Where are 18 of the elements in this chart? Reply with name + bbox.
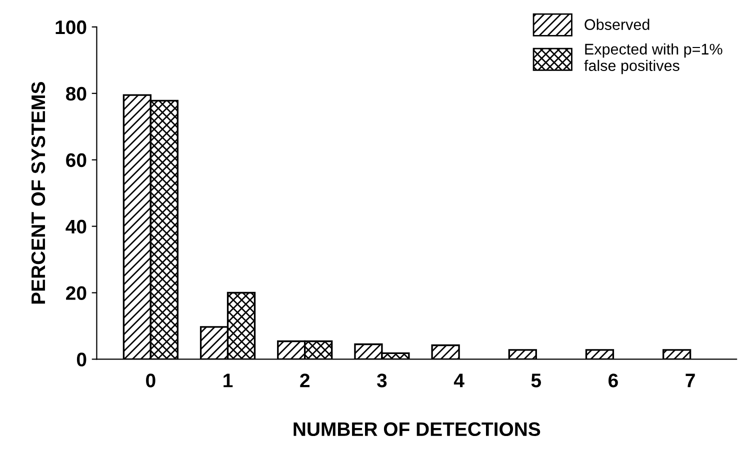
x-axis-title: NUMBER OF DETECTIONS bbox=[294, 422, 540, 436]
y-tick-label: 40 bbox=[66, 220, 86, 234]
x-tick-label: 7 bbox=[686, 374, 695, 388]
y-tick-label: 20 bbox=[66, 286, 86, 300]
legend-label: Observed bbox=[584, 18, 650, 30]
y-tick-label: 0 bbox=[76, 352, 86, 366]
x-tick-label: 2 bbox=[300, 374, 310, 388]
y-tick-label: 100 bbox=[56, 20, 86, 34]
x-tick-label: 4 bbox=[454, 374, 464, 388]
y-tick-label: 80 bbox=[66, 86, 86, 101]
legend-label: Expected with p=1% false positives bbox=[584, 43, 722, 74]
x-tick-label: 6 bbox=[608, 374, 618, 388]
x-tick-label: 5 bbox=[531, 374, 541, 388]
y-axis-title: PERCENT OF SYSTEMS bbox=[31, 82, 46, 304]
x-tick-label: 1 bbox=[224, 374, 233, 388]
y-tick-label: 60 bbox=[66, 153, 86, 168]
x-tick-label: 3 bbox=[376, 374, 387, 388]
x-tick-label: 0 bbox=[146, 374, 156, 388]
